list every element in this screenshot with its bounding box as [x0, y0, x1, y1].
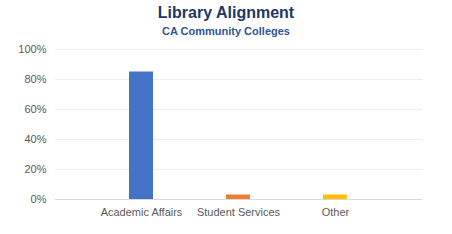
svg-text:Other: Other [322, 206, 350, 218]
svg-text:20%: 20% [24, 163, 46, 175]
svg-text:60%: 60% [24, 103, 46, 115]
svg-text:Student Services: Student Services [197, 206, 281, 218]
svg-text:0%: 0% [31, 193, 47, 205]
svg-text:100%: 100% [18, 43, 46, 55]
html-text:CA Community Colleges: CA Community Colleges [162, 25, 290, 37]
svg-text:40%: 40% [24, 133, 46, 145]
svg-text:80%: 80% [24, 73, 46, 85]
html-text:Library Alignment: Library Alignment [157, 4, 295, 21]
svg-text:Academic Affairs: Academic Affairs [101, 206, 183, 218]
